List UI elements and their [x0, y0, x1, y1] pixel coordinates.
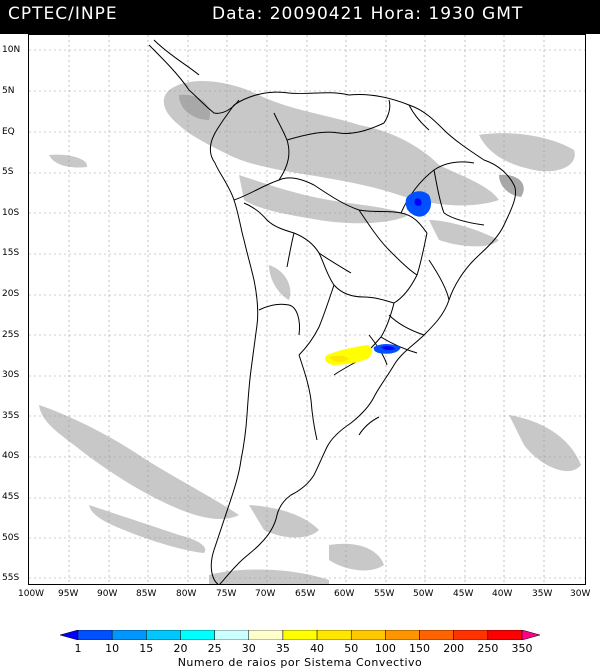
legend-tick-label: 150	[409, 642, 431, 655]
legend-tick-label: 1	[74, 642, 82, 655]
lightning-systems	[325, 191, 432, 365]
coastline-west	[209, 104, 259, 584]
lon-label: 95W	[58, 589, 79, 599]
legend-title: Numero de raios por Sistema Convectivo	[177, 656, 423, 669]
lat-label: 55S	[2, 573, 20, 583]
legend-swatch	[521, 630, 540, 640]
legend-swatch	[111, 630, 147, 640]
legend-tick-label: 30	[241, 642, 256, 655]
map-canvas	[29, 35, 585, 584]
legend-swatch	[60, 630, 79, 640]
lightning-cell	[329, 355, 349, 362]
coastline-central-america	[148, 44, 240, 114]
lat-label: 5N	[2, 86, 15, 96]
legend-tick-label: 100	[374, 642, 396, 655]
lat-label: 25S	[2, 330, 20, 340]
color-legend: 1 10 15 20 25 30 35 40 50 100 150 200 250 350 Numero …	[60, 630, 540, 670]
legend-swatch	[282, 630, 318, 640]
legend-swatch	[77, 630, 113, 640]
lightning-cell	[381, 345, 395, 351]
lon-label: 40W	[492, 589, 513, 599]
lon-label: 70W	[255, 589, 276, 599]
legend-tick-label: 10	[105, 642, 120, 655]
legend-swatch	[487, 630, 523, 640]
lat-label: 35S	[2, 411, 20, 421]
lat-label: 20S	[2, 289, 20, 299]
legend-swatch	[146, 630, 181, 640]
lon-label: 65W	[295, 589, 316, 599]
legend-tick-label: 250	[477, 642, 499, 655]
cloud-layer	[39, 80, 581, 584]
cloud-patch	[329, 543, 384, 571]
map-panel	[28, 34, 586, 585]
lat-label: 30S	[2, 370, 20, 380]
graticule	[29, 35, 585, 584]
cloud-patch	[499, 174, 524, 197]
lon-label: 55W	[374, 589, 395, 599]
lon-label: 60W	[334, 589, 355, 599]
legend-swatch	[350, 630, 386, 640]
cloud-patch	[49, 154, 88, 168]
lon-label: 50W	[413, 589, 434, 599]
lightning-cell	[414, 198, 422, 206]
legend-swatch	[214, 630, 250, 640]
cloud-patch	[479, 133, 575, 172]
legend-tick-label: 35	[275, 642, 290, 655]
legend-tick-label: 25	[207, 642, 222, 655]
legend-tick-label: 40	[310, 642, 325, 655]
legend-swatch	[385, 630, 420, 640]
cloud-patch	[39, 405, 239, 520]
legend-tick-label: 50	[344, 642, 359, 655]
lightning-cell	[325, 345, 373, 365]
lon-label: 30W	[570, 589, 591, 599]
legend-swatch	[248, 630, 284, 640]
legend-swatch	[453, 630, 489, 640]
map-header: CPTEC/INPE Data: 20090421 Hora: 1930 GMT	[0, 0, 600, 34]
lon-label: 85W	[136, 589, 157, 599]
datetime-label: Data: 20090421 Hora: 1930 GMT	[212, 4, 524, 24]
source-label: CPTEC/INPE	[8, 4, 118, 24]
cloud-patch	[209, 569, 329, 584]
legend-tick-label: 200	[443, 642, 465, 655]
cloud-patch	[89, 505, 206, 553]
cloud-patch	[163, 80, 499, 206]
legend-swatch	[419, 630, 454, 640]
lon-label: 75W	[216, 589, 237, 599]
lat-label: 5S	[2, 167, 14, 177]
lon-label: 80W	[176, 589, 197, 599]
lat-label: EQ	[2, 127, 15, 137]
lat-label: 10S	[2, 208, 20, 218]
legend-tick-label: 350	[511, 642, 533, 655]
cloud-patch	[509, 415, 581, 472]
legend-swatch	[180, 630, 215, 640]
lat-label: 45S	[2, 492, 20, 502]
lon-label: 100W	[18, 589, 45, 599]
lon-label: 35W	[532, 589, 553, 599]
cloud-patch	[249, 505, 319, 538]
lat-label: 10N	[2, 45, 21, 55]
legend-colorbar	[60, 630, 540, 640]
lat-label: 50S	[2, 533, 20, 543]
lon-label: 45W	[453, 589, 474, 599]
legend-tick-label: 20	[173, 642, 188, 655]
cloud-patch	[269, 265, 291, 300]
lat-label: 40S	[2, 451, 20, 461]
legend-tick-label: 15	[139, 642, 154, 655]
lat-label: 15S	[2, 248, 20, 258]
lon-label: 90W	[97, 589, 118, 599]
cloud-patch	[429, 220, 499, 247]
legend-swatch	[316, 630, 352, 640]
cloud-patch	[179, 94, 210, 120]
